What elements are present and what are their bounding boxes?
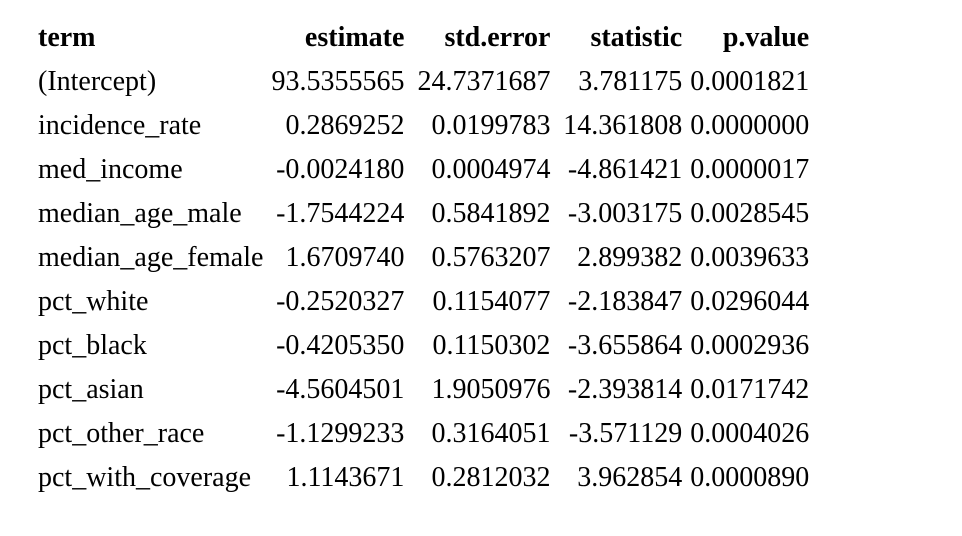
table-row: med_income -0.0024180 0.0004974 -4.861421 0.… [30, 148, 809, 192]
header-term: term [38, 22, 96, 53]
table-row: median_age_male -1.7544224 0.5841892 -3.003… [30, 192, 809, 236]
cell-statistic: 14.361808 [563, 110, 683, 141]
cell-p-value: 0.0296044 [690, 286, 810, 317]
cell-std-error: 0.2812032 [431, 462, 551, 493]
cell-std-error: 0.1154077 [432, 286, 551, 317]
cell-term: median_age_male [38, 198, 242, 229]
table-row: incidence_rate 0.2869252 0.0199783 14.36180… [30, 104, 809, 148]
regression-table-container: term estimate std.error statistic p.valu… [30, 16, 809, 500]
cell-p-value: 0.0002936 [690, 330, 810, 361]
table-row: pct_white -0.2520327 0.1154077 -2.183847 0.0… [30, 280, 809, 324]
cell-statistic: -4.861421 [567, 154, 683, 185]
cell-term: pct_with_coverage [38, 462, 252, 493]
cell-std-error: 0.0004974 [431, 154, 551, 185]
cell-estimate: -4.5604501 [276, 374, 405, 405]
table-header-row: term estimate std.error statistic p.valu… [30, 16, 809, 60]
cell-statistic: -3.003175 [567, 198, 683, 229]
cell-term: incidence_rate [38, 110, 202, 141]
cell-estimate: -1.1299233 [276, 418, 405, 449]
cell-std-error: 0.5763207 [431, 242, 551, 273]
cell-statistic: -3.571129 [568, 418, 683, 449]
table-row: pct_asian -4.5604501 1.9050976 -2.393814 0.0… [30, 368, 809, 412]
cell-estimate: 1.1143671 [286, 462, 405, 493]
cell-estimate: -0.0024180 [276, 154, 405, 185]
cell-p-value: 0.0001821 [690, 66, 810, 97]
cell-estimate: 0.2869252 [285, 110, 405, 141]
table-row: median_age_female 1.6709740 0.5763207 2.899… [30, 236, 809, 280]
header-std-error: std.error [444, 22, 551, 53]
cell-estimate: 93.5355565 [271, 66, 405, 97]
cell-p-value: 0.0000017 [690, 154, 810, 185]
table-body: (Intercept) 93.5355565 24.7371687 3.781175 0… [30, 60, 809, 500]
cell-term: pct_white [38, 286, 149, 317]
header-statistic: statistic [590, 22, 683, 53]
cell-std-error: 24.7371687 [417, 66, 551, 97]
cell-estimate: -0.2520327 [276, 286, 405, 317]
cell-std-error: 0.1150302 [432, 330, 551, 361]
cell-p-value: 0.0000000 [690, 110, 810, 141]
cell-std-error: 0.3164051 [431, 418, 551, 449]
cell-p-value: 0.0028545 [690, 198, 810, 229]
cell-term: pct_black [38, 330, 147, 361]
cell-std-error: 0.0199783 [431, 110, 551, 141]
cell-statistic: 2.899382 [577, 242, 683, 273]
table-row: pct_other_race -1.1299233 0.3164051 -3.5711… [30, 412, 809, 456]
cell-estimate: -0.4205350 [276, 330, 405, 361]
cell-p-value: 0.0000890 [690, 462, 810, 493]
cell-p-value: 0.0039633 [690, 242, 810, 273]
cell-statistic: -2.183847 [567, 286, 683, 317]
cell-term: median_age_female [38, 242, 264, 273]
cell-statistic: 3.962854 [577, 462, 683, 493]
table-row: pct_with_coverage 1.1143671 0.2812032 3.962… [30, 456, 809, 500]
cell-statistic: 3.781175 [578, 66, 683, 97]
cell-statistic: -3.655864 [567, 330, 683, 361]
cell-statistic: -2.393814 [567, 374, 683, 405]
cell-term: pct_asian [38, 374, 144, 405]
header-estimate: estimate [304, 22, 405, 53]
cell-term: med_income [38, 154, 183, 185]
cell-p-value: 0.0004026 [690, 418, 810, 449]
cell-p-value: 0.0171742 [690, 374, 810, 405]
cell-term: (Intercept) [38, 66, 157, 97]
table-row: (Intercept) 93.5355565 24.7371687 3.781175 0… [30, 60, 809, 104]
cell-estimate: 1.6709740 [285, 242, 405, 273]
cell-term: pct_other_race [38, 418, 205, 449]
header-p-value: p.value [722, 22, 810, 53]
regression-table: term estimate std.error statistic p.valu… [30, 16, 809, 500]
cell-estimate: -1.7544224 [276, 198, 405, 229]
table-row: pct_black -0.4205350 0.1150302 -3.655864 0.0… [30, 324, 809, 368]
cell-std-error: 0.5841892 [431, 198, 551, 229]
cell-std-error: 1.9050976 [431, 374, 551, 405]
